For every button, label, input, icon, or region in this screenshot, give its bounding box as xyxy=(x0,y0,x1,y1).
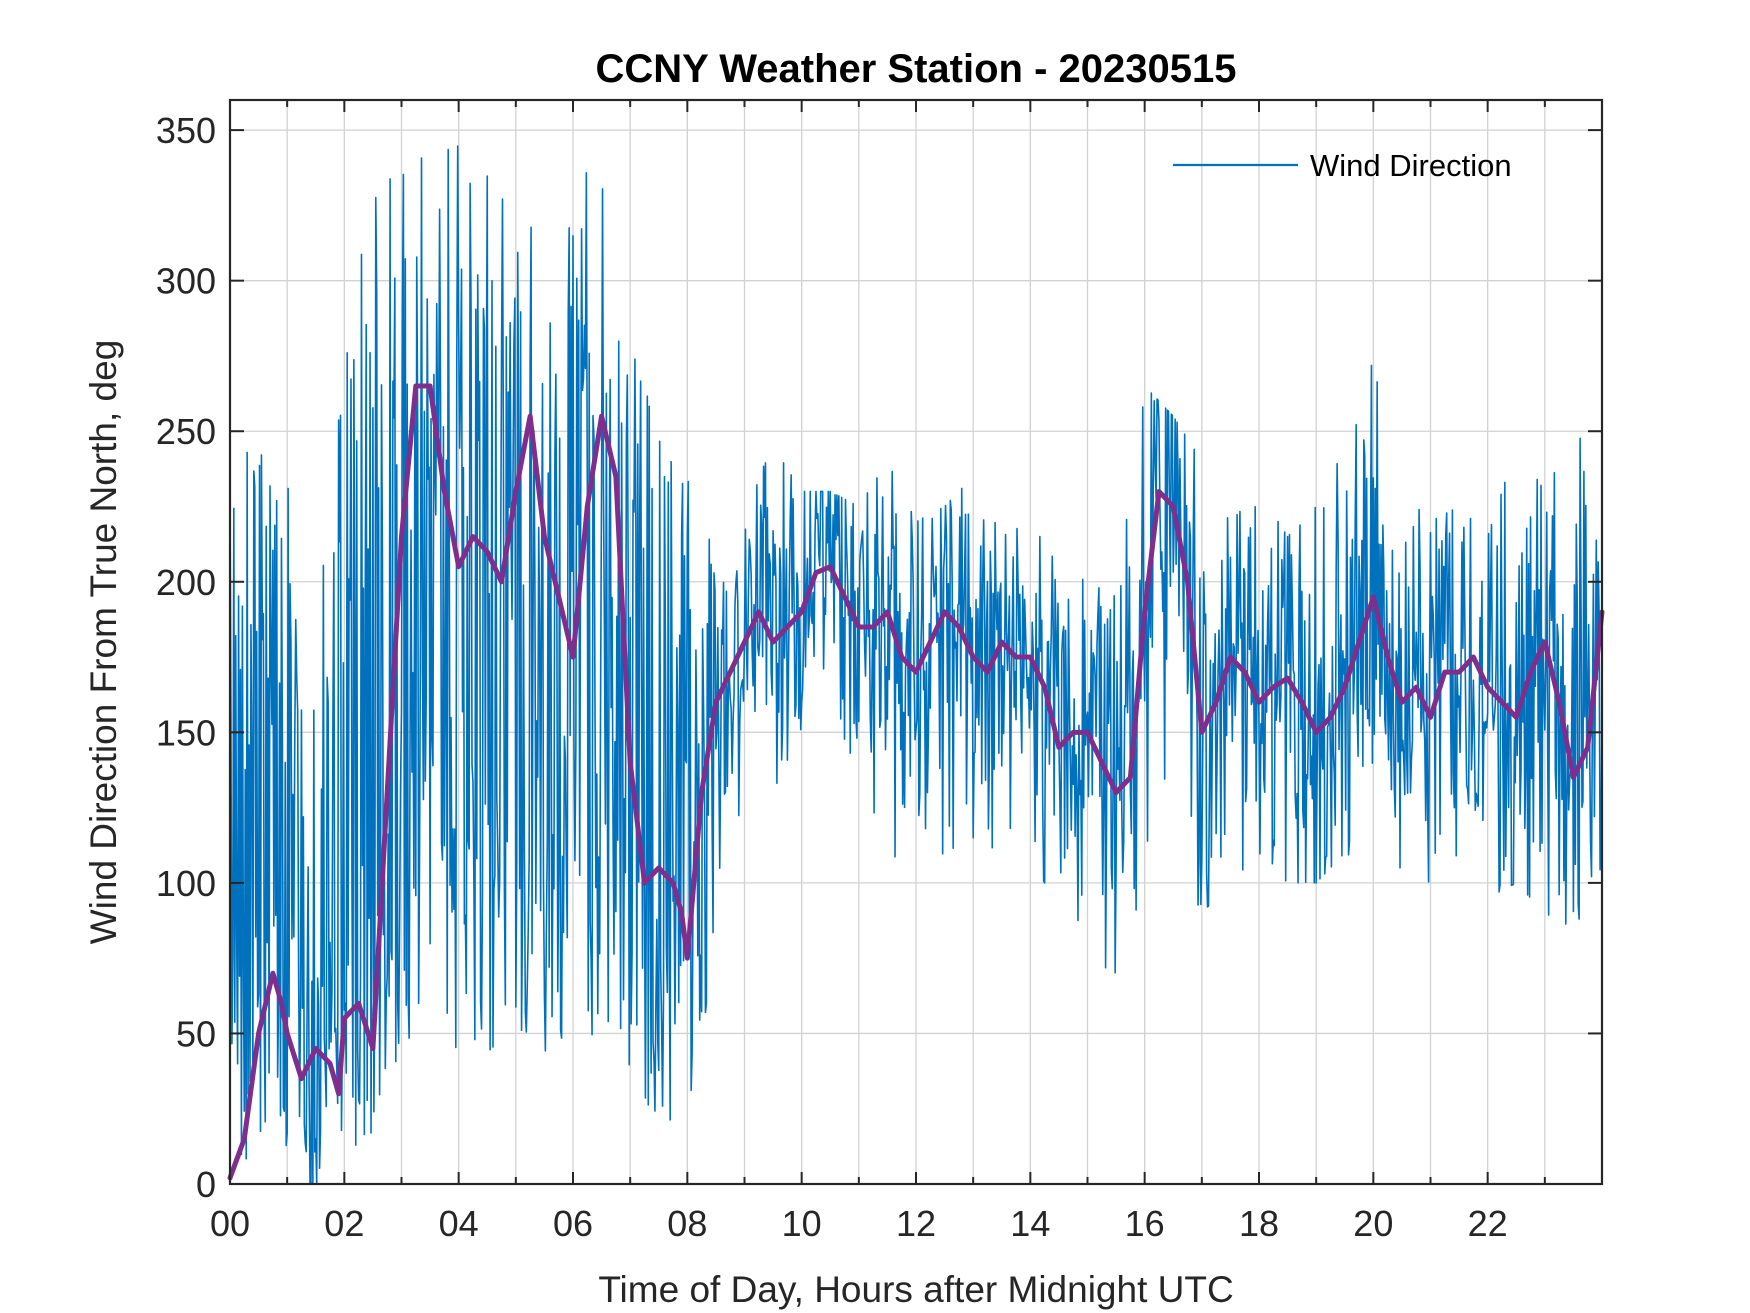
x-tick-label: 06 xyxy=(553,1203,593,1244)
y-tick-label: 50 xyxy=(176,1013,216,1054)
x-axis-label: Time of Day, Hours after Midnight UTC xyxy=(598,1269,1233,1310)
x-tick-label: 22 xyxy=(1468,1203,1508,1244)
legend: Wind Direction xyxy=(1173,148,1512,183)
axis-ticks: 00 02 04 06 08 10 12 14 16 18 20 22 0 50 100 150 200 250 3… xyxy=(156,100,1602,1244)
series-running-average xyxy=(227,383,1605,1181)
y-tick-label: 250 xyxy=(156,411,216,452)
legend-label-wind-direction: Wind Direction xyxy=(1310,148,1512,183)
y-axis-label: Wind Direction From True North, deg xyxy=(83,340,124,945)
x-tick-label: 14 xyxy=(1010,1203,1050,1244)
x-tick-label: 02 xyxy=(324,1203,364,1244)
y-tick-label: 150 xyxy=(156,712,216,753)
series-wind-direction xyxy=(229,145,1603,1185)
x-tick-label: 18 xyxy=(1239,1203,1279,1244)
y-tick-label: 300 xyxy=(156,261,216,302)
chart-title: CCNY Weather Station - 20230515 xyxy=(596,47,1237,91)
x-tick-label: 12 xyxy=(896,1203,936,1244)
data-layer xyxy=(227,145,1605,1185)
y-tick-label: 200 xyxy=(156,562,216,603)
x-tick-label: 08 xyxy=(667,1203,707,1244)
x-tick-label: 04 xyxy=(439,1203,479,1244)
x-tick-label: 20 xyxy=(1353,1203,1393,1244)
x-tick-label: 00 xyxy=(210,1203,250,1244)
x-tick-label: 16 xyxy=(1125,1203,1165,1244)
y-tick-label: 350 xyxy=(156,110,216,151)
y-tick-label: 0 xyxy=(196,1164,216,1205)
y-tick-label: 100 xyxy=(156,863,216,904)
x-tick-label: 10 xyxy=(782,1203,822,1244)
